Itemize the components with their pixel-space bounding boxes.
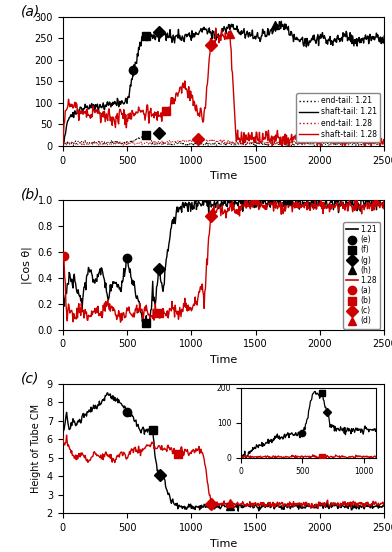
X-axis label: Time: Time [210, 171, 237, 181]
Text: (a): (a) [21, 4, 40, 18]
Y-axis label: Height of Tube CM: Height of Tube CM [31, 404, 41, 493]
X-axis label: Time: Time [210, 355, 237, 365]
Y-axis label: |Cos θ|: |Cos θ| [22, 246, 32, 284]
Legend: end-tail: 1.21, shaft-tail: 1.21, end-tail: 1.28, shaft-tail: 1.28: end-tail: 1.21, shaft-tail: 1.21, end-ta… [296, 93, 380, 142]
Legend: 1.21, (e), (f), (g), (h), 1.28, (a), (b), (c), (d): 1.21, (e), (f), (g), (h), 1.28, (a), (b)… [343, 222, 380, 328]
Text: (b): (b) [21, 188, 40, 202]
Text: (c): (c) [21, 371, 39, 386]
X-axis label: Time: Time [210, 539, 237, 549]
